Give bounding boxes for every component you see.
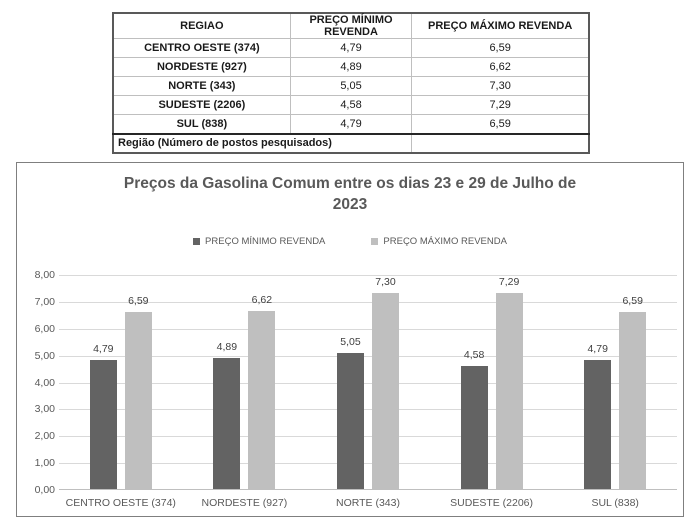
legend-label-min: PREÇO MÍNIMO REVENDA (205, 235, 326, 247)
data-label: 5,05 (340, 336, 361, 349)
y-tick-label: 3,00 (34, 403, 55, 416)
gridline (59, 436, 677, 438)
gridline (59, 409, 677, 411)
y-tick-label: 0,00 (34, 484, 55, 496)
min-price-cell: 4,58 (289, 95, 413, 115)
chart-title-line2: 2023 (332, 195, 368, 213)
data-label: 6,59 (622, 294, 643, 307)
legend-swatch-max (371, 237, 379, 245)
table-row: NORDESTE (927) 4,89 6,62 (112, 57, 590, 77)
y-tick-label: 2,00 (34, 430, 55, 443)
min-price-cell: 5,05 (289, 76, 413, 96)
max-price-cell: 6,59 (411, 114, 590, 134)
y-tick-label: 7,00 (34, 295, 55, 308)
bar-max (372, 292, 399, 489)
plot-area: 4,79 6,59 4,89 6,62 5,05 7,30 4,58 7,29 4,79 6,59 (59, 275, 677, 490)
gridline (59, 275, 677, 276)
data-label: 4,79 (587, 343, 608, 356)
region-cell: SUL (838) (112, 114, 291, 134)
table-footer-empty-cell (411, 132, 590, 153)
max-price-cell: 6,59 (411, 38, 590, 58)
y-tick-label: 4,00 (34, 376, 55, 389)
min-price-cell: 4,79 (289, 114, 413, 134)
data-label: 6,62 (251, 294, 273, 307)
x-category-label: SUDESTE (2206) (450, 497, 534, 509)
x-category-label: CENTRO OESTE (374) (65, 497, 176, 509)
legend-item-min: PREÇO MÍNIMO REVENDA (193, 236, 325, 247)
table-footer-row: Região (Número de postos pesquisados) (112, 132, 590, 153)
region-cell: CENTRO OESTE (374) (112, 38, 291, 58)
data-label: 7,30 (375, 275, 396, 288)
table-row: SUDESTE (2206) 4,58 7,29 (112, 95, 590, 115)
table-row: SUL (838) 4,79 6,59 (112, 114, 590, 134)
bar-min (213, 357, 241, 489)
bar-min (89, 360, 117, 489)
table-row: NORTE (343) 5,05 7,30 (112, 76, 590, 96)
gridline (59, 382, 677, 384)
max-price-cell: 7,29 (411, 95, 590, 115)
legend-item-max: PREÇO MÁXIMO REVENDA (371, 236, 507, 247)
y-axis-labels: 0,00 1,00 2,00 3,00 4,00 5,00 6,00 7,00 8,00 (21, 269, 55, 496)
gridline (59, 463, 677, 465)
bar-min (337, 353, 364, 489)
y-tick-label: 8,00 (34, 269, 55, 281)
min-price-cell: 4,89 (289, 57, 413, 77)
chart: Preços da Gasolina Comum entre os dias 2… (16, 162, 684, 517)
column-header-max-price: PREÇO MÁXIMO REVENDA (411, 12, 590, 39)
bar-max (619, 311, 647, 489)
table-footer-note: Região (Número de postos pesquisados) (112, 132, 413, 153)
min-price-cell: 4,79 (289, 38, 413, 58)
max-price-cell: 6,62 (411, 57, 590, 77)
x-axis-labels: CENTRO OESTE (374) NORDESTE (927) NORTE (3… (59, 496, 677, 512)
chart-title-line1: Preços da Gasolina Comum entre os dias 2… (123, 175, 577, 192)
bar-min (460, 365, 488, 489)
column-header-min-price: PREÇO MÍNIMO REVENDA (289, 12, 413, 39)
y-tick-label: 1,00 (34, 457, 55, 470)
gridline (59, 355, 677, 357)
chart-legend: PREÇO MÍNIMO REVENDA PREÇO MÁXIMO REVEND… (17, 233, 683, 249)
table-row: CENTRO OESTE (374) 4,79 6,59 (112, 38, 590, 58)
data-label: 4,79 (93, 343, 114, 356)
x-category-label: NORTE (343) (335, 497, 400, 509)
bar-max (495, 293, 523, 489)
x-category-label: NORDESTE (927) (201, 497, 288, 509)
x-category-label: SUL (838) (591, 497, 639, 509)
chart-title: Preços da Gasolina Comum entre os dias 2… (57, 174, 643, 216)
data-label: 4,58 (463, 348, 485, 361)
data-label: 7,29 (498, 276, 520, 289)
region-cell: SUDESTE (2206) (112, 95, 291, 115)
bar-max (124, 311, 152, 489)
region-cell: NORDESTE (927) (112, 57, 291, 77)
legend-swatch-min (193, 237, 201, 245)
data-label: 6,59 (128, 294, 149, 307)
column-header-region: REGIAO (112, 12, 291, 39)
y-tick-label: 5,00 (34, 349, 55, 362)
bar-min (584, 360, 612, 489)
price-table: REGIAO PREÇO MÍNIMO REVENDA PREÇO MÁXIMO… (112, 12, 590, 154)
legend-label-max: PREÇO MÁXIMO REVENDA (383, 235, 507, 247)
data-label: 4,89 (216, 340, 238, 353)
table-header-row: REGIAO PREÇO MÍNIMO REVENDA PREÇO MÁXIMO… (112, 12, 590, 39)
max-price-cell: 7,30 (411, 76, 590, 96)
bar-max (248, 311, 276, 489)
gridline (59, 328, 677, 330)
y-tick-label: 6,00 (34, 322, 55, 335)
region-cell: NORTE (343) (112, 76, 291, 96)
gridline (59, 301, 677, 303)
